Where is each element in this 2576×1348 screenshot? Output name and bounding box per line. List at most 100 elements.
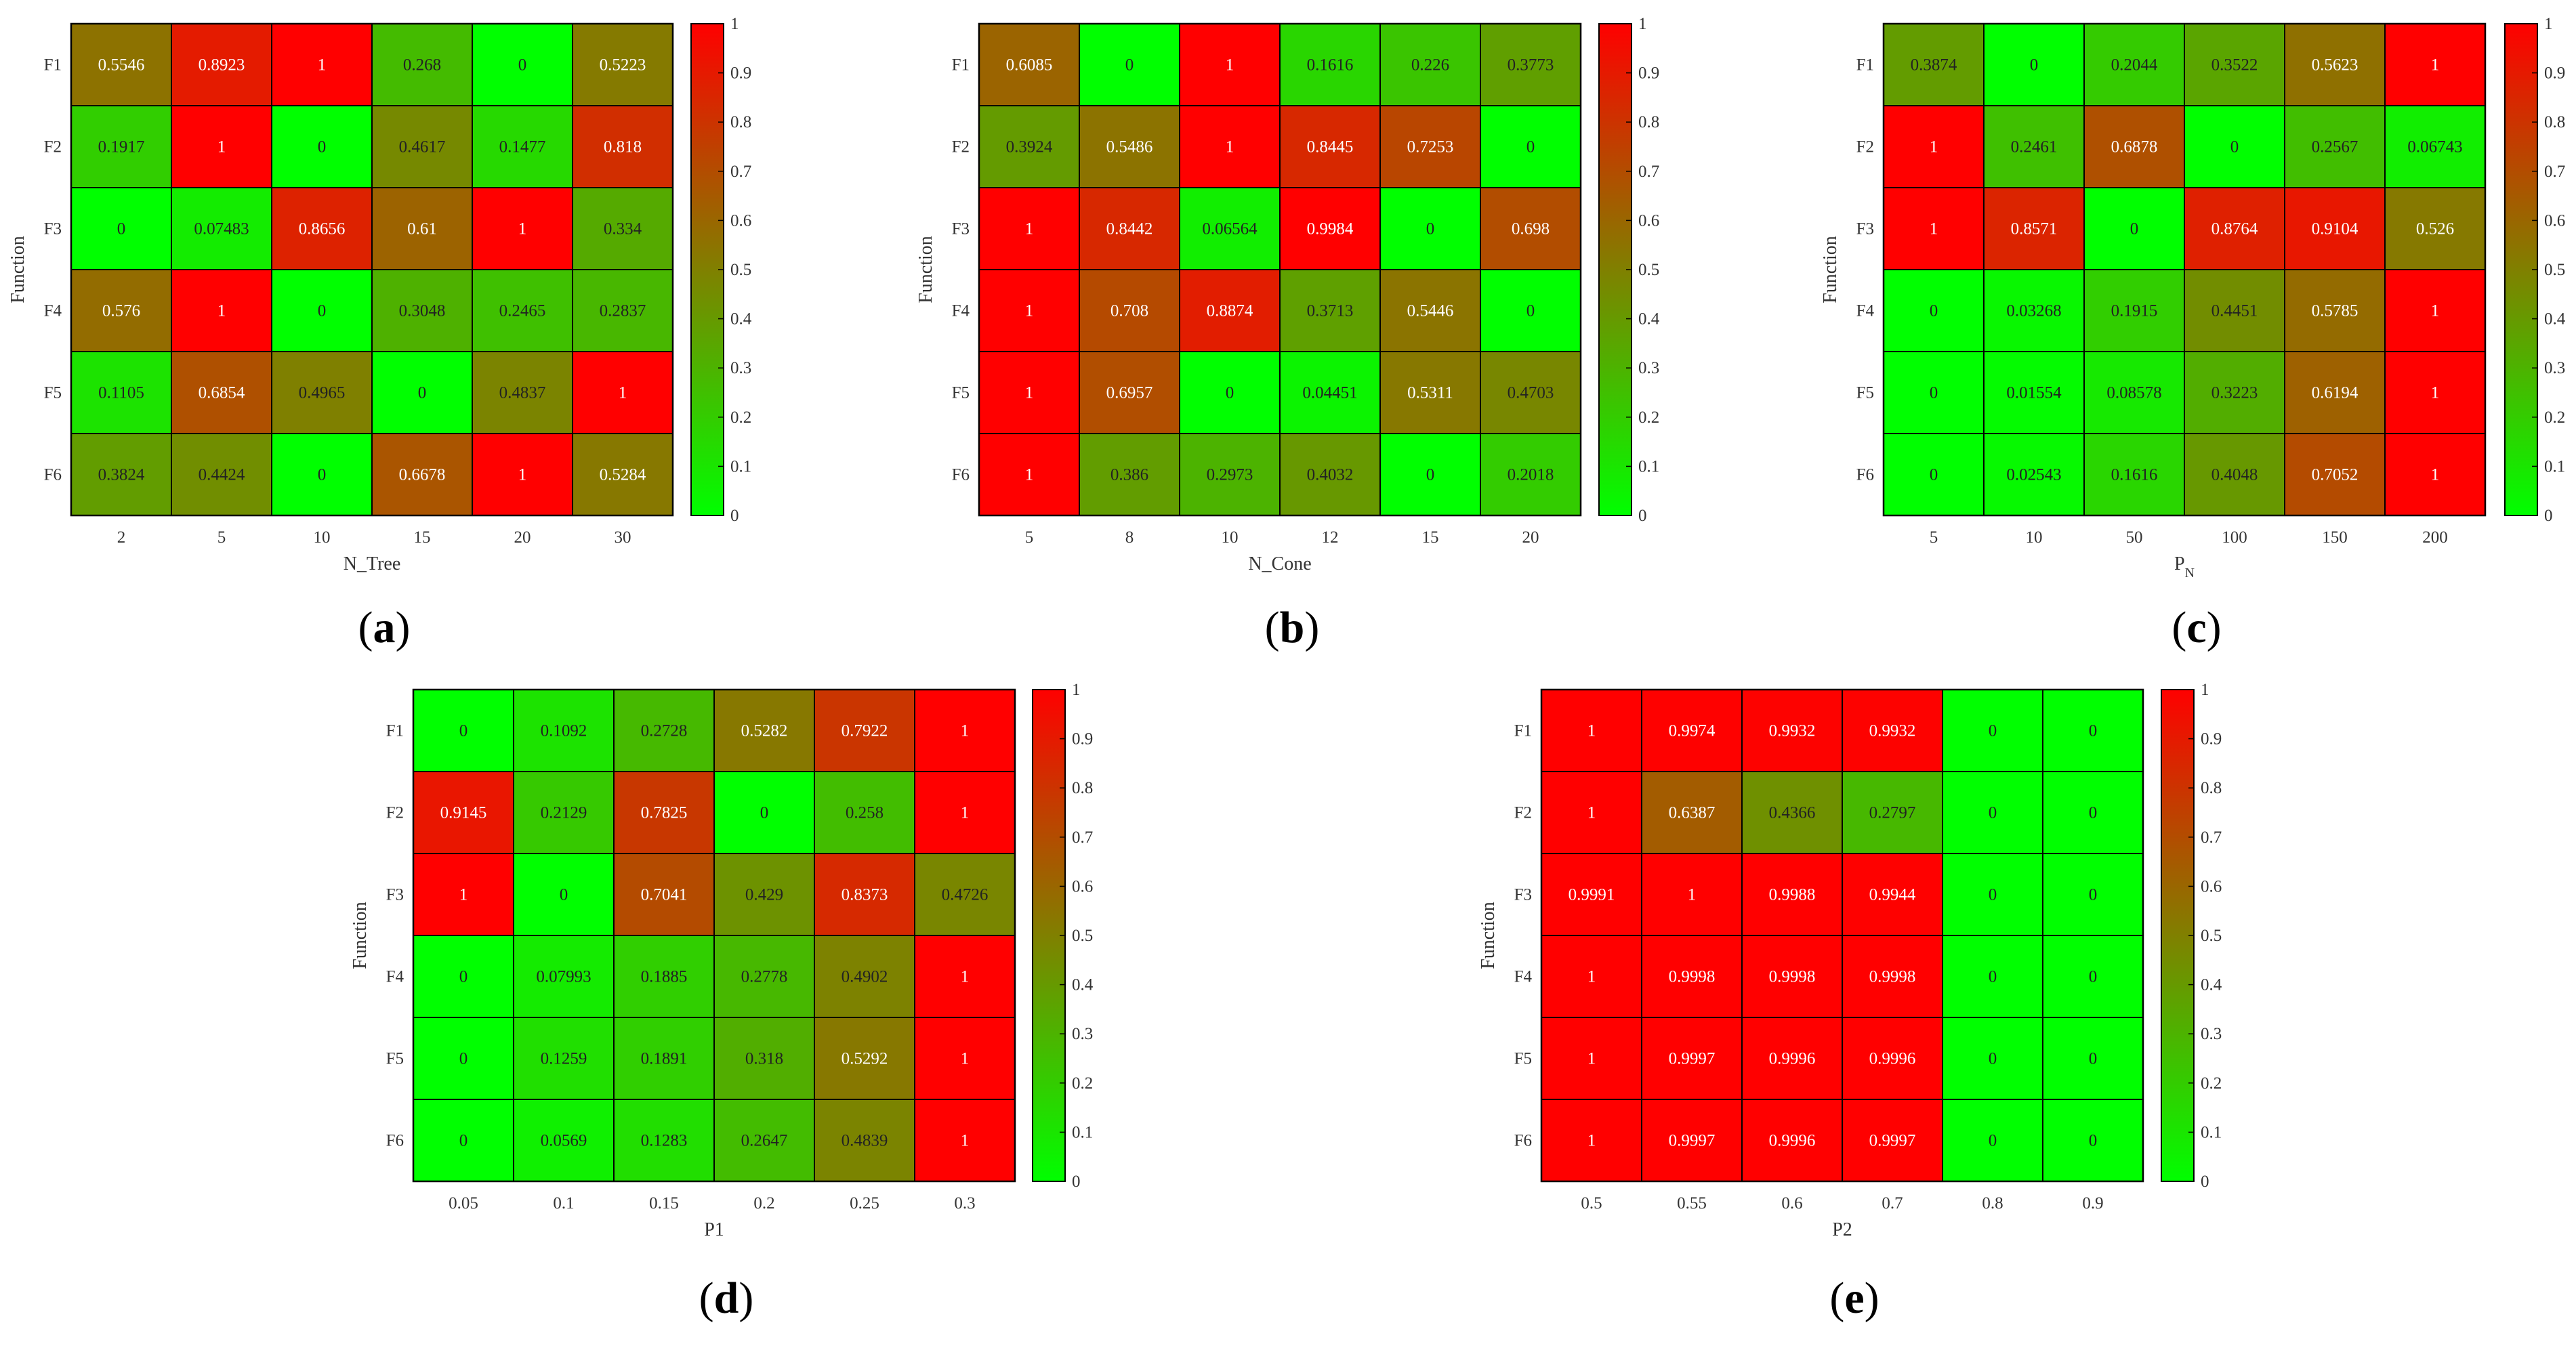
heatmap-cell bbox=[814, 935, 915, 1018]
cell-value-label: 0.4048 bbox=[2211, 466, 2258, 484]
cell-value-label: 0.576 bbox=[102, 302, 140, 320]
colorbar-tick-label: 0.6 bbox=[1638, 211, 1659, 230]
heatmap-cell bbox=[1541, 1099, 1642, 1182]
row-tick-label: F1 bbox=[1514, 722, 1532, 740]
cell-value-label: 1 bbox=[961, 1132, 970, 1150]
column-tick-label: 0.5 bbox=[1581, 1194, 1602, 1213]
heatmap-panel-c: 0.3874 0 0.2044 0.3522 0.5623 1 1 0.2461 0.6878 0… bbox=[1820, 15, 2566, 652]
heatmap-cell bbox=[1079, 269, 1180, 352]
heatmap-cell bbox=[1842, 935, 1943, 1018]
cell-value-label: 0 bbox=[418, 384, 427, 402]
colorbar-tick-label: 0.9 bbox=[2201, 730, 2222, 749]
column-tick-label: 15 bbox=[414, 528, 431, 547]
cell-value-label: 0.4726 bbox=[942, 886, 989, 904]
cell-value-label: 0 bbox=[2089, 886, 2098, 904]
heatmap-cell bbox=[1942, 1099, 2043, 1182]
cell-value-label: 0.4703 bbox=[1508, 384, 1554, 402]
heatmap-cell bbox=[2284, 105, 2386, 188]
heatmap-cell bbox=[70, 351, 172, 434]
cell-value-label: 0.4965 bbox=[299, 384, 346, 402]
heatmap-cell bbox=[413, 935, 514, 1018]
heatmap-cell bbox=[613, 771, 715, 854]
cell-value-label: 0.9988 bbox=[1769, 886, 1816, 904]
cell-value-label: 0.3713 bbox=[1307, 302, 1354, 320]
heatmap-frame bbox=[70, 22, 674, 517]
row-tick-label: F4 bbox=[386, 968, 404, 986]
cell-value-label: 0.4424 bbox=[199, 466, 245, 484]
heatmap-cell bbox=[1842, 1017, 1943, 1100]
colorbar-tick-label: 0.2 bbox=[730, 408, 751, 427]
heatmap-cell bbox=[1983, 23, 2085, 106]
cell-value-label: 0.1616 bbox=[2111, 466, 2158, 484]
heatmap-cell bbox=[371, 105, 473, 188]
heatmap-frame bbox=[1882, 22, 2487, 517]
heatmap-cell bbox=[1079, 23, 1180, 106]
heatmap-cell bbox=[2083, 433, 2185, 516]
heatmap-cell bbox=[814, 1099, 915, 1182]
cell-value-label: 0.268 bbox=[403, 56, 441, 75]
heatmap-cell bbox=[70, 433, 172, 516]
column-tick-label: 15 bbox=[1422, 528, 1439, 547]
cell-value-label: 0.2465 bbox=[499, 302, 546, 320]
cell-value-label: 0 bbox=[2089, 722, 2098, 740]
column-tick-label: 5 bbox=[1025, 528, 1034, 547]
heatmap-cell bbox=[1983, 433, 2085, 516]
y-axis-label: Function bbox=[1820, 236, 1841, 303]
column-tick-label: 150 bbox=[2322, 528, 2348, 547]
cell-value-label: 0 bbox=[2030, 56, 2039, 75]
heatmap-cell bbox=[472, 351, 573, 434]
colorbar-tick-label: 0 bbox=[1638, 507, 1647, 525]
cell-value-label: 0 bbox=[1526, 302, 1535, 320]
cell-value-label: 0.2837 bbox=[600, 302, 646, 320]
heatmap-cell bbox=[70, 269, 172, 352]
cell-value-label: 0.9996 bbox=[1869, 1050, 1916, 1068]
cell-value-label: 0.2567 bbox=[2312, 138, 2359, 156]
row-tick-label: F3 bbox=[952, 220, 970, 238]
heatmap-cell bbox=[1279, 105, 1381, 188]
cell-value-label: 0 bbox=[2089, 1050, 2098, 1068]
colorbar-tick-label: 0.3 bbox=[1638, 359, 1659, 377]
colorbar-tick-label: 0.6 bbox=[1072, 877, 1093, 896]
heatmap-cell bbox=[1480, 351, 1581, 434]
cell-value-label: 0.386 bbox=[1110, 466, 1148, 484]
cell-value-label: 0.5311 bbox=[1407, 384, 1453, 402]
cell-value-label: 1 bbox=[1587, 1050, 1596, 1068]
cell-value-label: 0.3773 bbox=[1508, 56, 1554, 75]
column-tick-label: 10 bbox=[1222, 528, 1239, 547]
row-tick-label: F6 bbox=[1514, 1132, 1532, 1150]
cell-value-label: 0.7253 bbox=[1407, 138, 1454, 156]
cell-value-label: 0.9996 bbox=[1769, 1132, 1816, 1150]
heatmap-cell bbox=[472, 269, 573, 352]
heatmap-cell bbox=[1983, 105, 2085, 188]
cell-value-label: 0.1885 bbox=[641, 968, 688, 986]
heatmap-cell bbox=[1883, 187, 1985, 270]
cell-value-label: 0.698 bbox=[1512, 220, 1550, 238]
heatmap-cell bbox=[2184, 105, 2285, 188]
heatmap-cell bbox=[472, 187, 573, 270]
cell-value-label: 1 bbox=[2431, 466, 2440, 484]
row-tick-label: F5 bbox=[1856, 384, 1874, 402]
cell-value-label: 0 bbox=[459, 722, 468, 740]
cell-value-label: 0.9944 bbox=[1869, 886, 1916, 904]
colorbar-tick-label: 0.6 bbox=[2201, 877, 2222, 896]
cell-value-label: 0 bbox=[459, 968, 468, 986]
cell-value-label: 0.1917 bbox=[98, 138, 145, 156]
cell-value-label: 0 bbox=[518, 56, 527, 75]
cell-value-label: 0 bbox=[1526, 138, 1535, 156]
heatmap-cell bbox=[371, 187, 473, 270]
heatmap-cell bbox=[2042, 1099, 2144, 1182]
heatmap-cell bbox=[2042, 935, 2144, 1018]
cell-value-label: 0 bbox=[1930, 302, 1938, 320]
heatmap-cell bbox=[1883, 105, 1985, 188]
heatmap-cell bbox=[1883, 351, 1985, 434]
cell-value-label: 0.9998 bbox=[1869, 968, 1916, 986]
colorbar-tick-label: 0.7 bbox=[1638, 163, 1659, 181]
cell-value-label: 0.526 bbox=[2416, 220, 2454, 238]
cell-value-label: 0 bbox=[1226, 384, 1234, 402]
colorbar-tick-label: 0.5 bbox=[1072, 927, 1093, 945]
cell-value-label: 0.3223 bbox=[2211, 384, 2258, 402]
colorbar-tick-label: 0.1 bbox=[1072, 1123, 1093, 1141]
cell-value-label: 0 bbox=[1125, 56, 1134, 75]
cell-value-label: 0.1092 bbox=[541, 722, 587, 740]
